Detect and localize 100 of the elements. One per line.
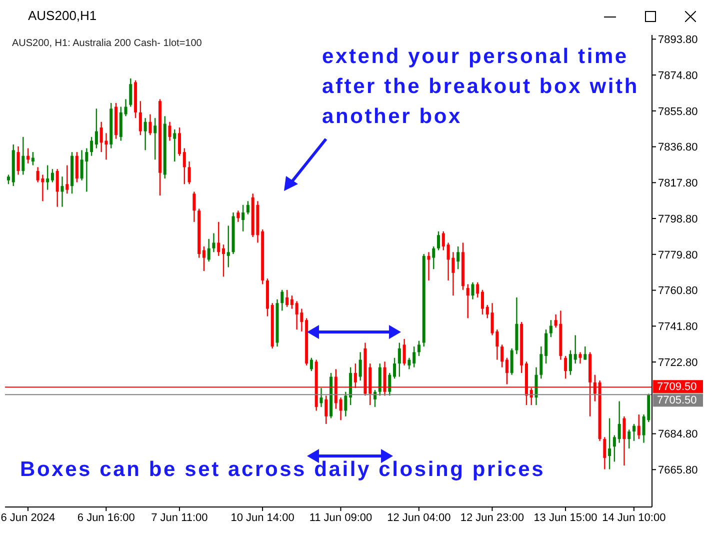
candlestick	[178, 126, 182, 156]
candlestick	[568, 350, 572, 376]
candlestick	[432, 246, 436, 270]
ref-line-label: 7709.50	[657, 381, 697, 394]
candlestick	[46, 164, 50, 190]
candlestick	[75, 151, 78, 183]
x-tick-label: 6 Jun 16:00	[77, 512, 135, 524]
y-tick-label: 7893.80	[658, 34, 698, 46]
candlestick	[408, 357, 411, 370]
candlestick	[471, 282, 474, 300]
candlestick	[310, 357, 313, 372]
candlestick	[486, 304, 489, 319]
candlestick	[534, 366, 538, 406]
candlestick	[236, 210, 240, 223]
candlestick	[642, 414, 646, 444]
candlestick	[182, 148, 186, 185]
candlestick	[138, 100, 142, 136]
candlestick	[398, 342, 401, 378]
candlestick	[26, 148, 30, 164]
candlestick	[94, 108, 98, 149]
candlestick	[212, 232, 216, 253]
candlestick	[564, 355, 568, 380]
candlestick	[6, 174, 10, 185]
candlestick	[60, 176, 64, 208]
candlestick	[168, 121, 172, 142]
candlestick	[574, 334, 577, 364]
y-tick-label: 7741.80	[658, 321, 698, 334]
candlestick	[510, 348, 514, 376]
chart-subtitle: AUS200, H1: Australia 200 Cash- 1lot=100	[12, 38, 202, 49]
annotation: extend your personal time after the breakout box with another box	[322, 44, 640, 130]
candlestick	[344, 391, 348, 417]
x-tick-label: 6 Jun 2024	[0, 512, 56, 524]
candlestick	[388, 372, 392, 396]
candlestick	[549, 319, 552, 338]
candlestick	[22, 136, 25, 176]
y-tick-label: 7874.80	[658, 70, 698, 82]
x-tick-label: 11 Jun 09:00	[309, 512, 372, 524]
candlestick	[637, 414, 640, 440]
candlestick	[618, 400, 621, 444]
candlestick	[56, 168, 59, 208]
candlestick	[148, 114, 152, 136]
candlestick	[226, 225, 230, 268]
y-tick-label: 7760.80	[658, 285, 698, 298]
candlestick	[154, 117, 157, 160]
x-tick-label: 12 Jun 23:00	[460, 512, 524, 524]
candlestick	[207, 238, 210, 262]
candlestick	[144, 117, 147, 151]
candlestick	[16, 146, 20, 176]
candlestick	[628, 428, 631, 450]
candlestick	[427, 252, 430, 282]
y-tick-label: 7836.80	[658, 142, 698, 154]
candlestick	[129, 78, 132, 108]
ref-line-label: 7705.50	[657, 394, 697, 407]
candlestick	[188, 160, 191, 185]
candlestick	[608, 418, 612, 470]
candlestick	[466, 284, 470, 319]
candlestick	[280, 289, 284, 312]
candlestick	[442, 230, 445, 251]
candlestick	[612, 434, 616, 462]
candlestick	[578, 352, 582, 364]
candlestick	[500, 344, 504, 368]
candlestick	[603, 436, 606, 470]
y-tick-label: 7817.80	[658, 178, 698, 190]
candlestick	[339, 396, 342, 421]
candlestick	[192, 191, 196, 223]
candlestick	[66, 164, 69, 194]
candlestick	[476, 282, 480, 298]
candlestick	[320, 387, 323, 408]
candlestick	[584, 346, 587, 360]
candlestick	[31, 151, 34, 166]
candlestick	[480, 289, 484, 316]
candlestick	[246, 200, 250, 215]
candlestick	[290, 294, 294, 310]
x-tick-label: 13 Jun 15:00	[534, 512, 598, 524]
candlestick	[456, 246, 460, 270]
candlestick	[50, 168, 54, 183]
candlestick	[222, 244, 225, 278]
x-tick-label: 12 Jun 04:00	[387, 512, 451, 524]
candlestick	[242, 204, 245, 232]
x-tick-label: 14 Jun 10:00	[602, 512, 666, 524]
x-tick-label: 10 Jun 14:00	[230, 512, 294, 524]
candlestick	[540, 346, 543, 380]
candlestick	[217, 221, 220, 256]
candlestick	[412, 346, 416, 368]
y-tick-label: 7798.80	[658, 213, 698, 226]
y-tick-label: 7779.80	[658, 249, 698, 262]
candlestick	[393, 357, 396, 380]
candlestick	[173, 128, 176, 162]
candlestick	[402, 338, 406, 366]
candlestick	[124, 98, 128, 117]
candlestick	[437, 230, 440, 251]
y-tick-label: 7722.80	[658, 356, 698, 369]
annotation: Boxes can be set across daily closing prices	[20, 458, 546, 482]
candlestick	[358, 352, 362, 382]
candlestick	[505, 357, 508, 385]
candlestick	[417, 340, 420, 357]
candlestick	[90, 136, 94, 156]
candlestick	[202, 246, 206, 272]
candlestick	[632, 423, 636, 442]
chart-title: AUS200,H1	[28, 8, 97, 23]
